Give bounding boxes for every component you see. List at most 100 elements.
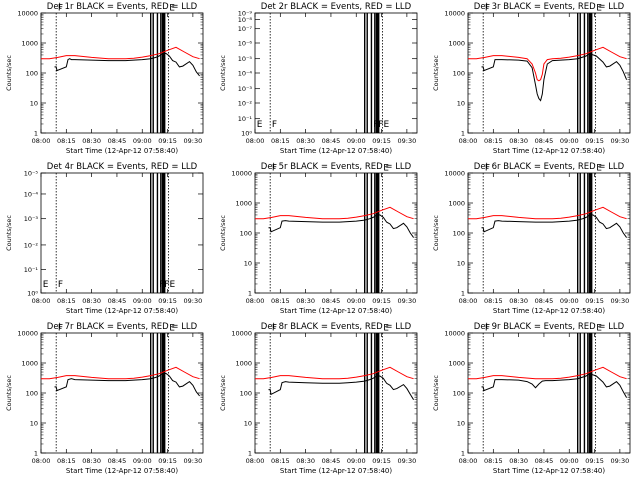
plot-frame-4 — [40, 172, 204, 294]
x-tick-label-8-2: 08:30 — [296, 457, 315, 465]
y-tick-label-1-4: 10000 — [17, 10, 38, 18]
x-tick-label-4-2: 08:30 — [82, 297, 101, 305]
x-tick-label-2-3: 08:45 — [322, 137, 341, 145]
x-axis-label-2: Start Time (12-Apr-12 07:58:40) — [280, 147, 392, 155]
x-tick-label-5-2: 08:30 — [296, 297, 315, 305]
state-marker-8-0: F — [272, 324, 277, 334]
x-tick-label-2-6: 09:30 — [398, 137, 417, 145]
x-tick-label-9-5: 09:15 — [585, 457, 604, 465]
y-tick-label-6-4: 10000 — [444, 170, 465, 178]
y-tick-label-4-5: 10⁻⁵ — [24, 170, 39, 178]
x-tick-label-7-0: 08:00 — [32, 457, 51, 465]
events-series-5 — [268, 214, 415, 238]
x-tick-label-7-3: 08:45 — [108, 457, 127, 465]
lld-series-7 — [41, 366, 200, 380]
y-tick-label-1-3: 1000 — [21, 40, 38, 48]
x-tick-label-6-4: 09:00 — [560, 297, 579, 305]
x-tick-label-9-0: 08:00 — [459, 457, 478, 465]
plot-frame-2 — [254, 12, 418, 134]
y-tick-label-2-4: 10⁻⁴ — [238, 70, 253, 78]
events-series-9 — [481, 373, 628, 398]
state-marker-9-1: E — [596, 324, 602, 334]
x-tick-label-4-0: 08:00 — [32, 297, 51, 305]
y-tick-label-2-5: 10⁻⁵ — [238, 55, 253, 63]
x-tick-label-4-4: 09:00 — [133, 297, 152, 305]
y-tick-label-2-9: 10⁻⁹ — [238, 10, 253, 18]
y-tick-label-5-4: 10000 — [231, 170, 252, 178]
x-tick-label-8-0: 08:00 — [246, 457, 265, 465]
x-tick-label-1-5: 09:15 — [158, 137, 177, 145]
y-tick-label-5-2: 100 — [240, 230, 252, 238]
state-marker-9-0: F — [485, 324, 490, 334]
x-tick-label-5-4: 09:00 — [347, 297, 366, 305]
y-tick-label-8-0: 1 — [248, 450, 252, 458]
x-tick-label-6-6: 09:30 — [611, 297, 630, 305]
state-marker-2-2: FFE — [373, 120, 389, 130]
y-tick-label-4-0: 10⁰ — [27, 290, 38, 298]
y-tick-label-3-1: 10 — [457, 100, 465, 108]
y-tick-label-3-3: 1000 — [448, 40, 465, 48]
x-tick-label-1-2: 08:30 — [82, 137, 101, 145]
x-tick-label-3-1: 08:15 — [484, 137, 503, 145]
x-tick-label-2-0: 08:00 — [246, 137, 265, 145]
panel-title-2: Det 2r BLACK = Events, RED = LLD — [261, 2, 412, 12]
y-tick-label-9-2: 100 — [453, 390, 465, 398]
x-tick-label-9-4: 09:00 — [560, 457, 579, 465]
x-tick-label-8-1: 08:15 — [271, 457, 290, 465]
plot-frame-9 — [467, 332, 631, 454]
x-tick-label-6-3: 08:45 — [535, 297, 554, 305]
panel-title-7: Det 7r BLACK = Events, RED = LLD — [47, 322, 198, 332]
y-tick-label-6-3: 1000 — [448, 200, 465, 208]
x-axis-label-3: Start Time (12-Apr-12 07:58:40) — [493, 147, 605, 155]
y-axis-label-7: Counts/sec — [5, 375, 13, 411]
y-tick-label-7-2: 100 — [26, 390, 38, 398]
x-tick-label-3-2: 08:30 — [509, 137, 528, 145]
x-tick-label-6-5: 09:15 — [585, 297, 604, 305]
y-tick-label-9-1: 10 — [457, 420, 465, 428]
x-tick-label-7-6: 09:30 — [184, 457, 203, 465]
y-axis-label-6: Counts/sec — [432, 215, 440, 251]
state-marker-5-1: E — [383, 164, 389, 174]
y-axis-label-2: Counts/sec — [219, 55, 227, 91]
lld-series-9 — [468, 366, 627, 380]
y-tick-label-7-1: 10 — [30, 420, 38, 428]
events-series-7 — [54, 372, 200, 397]
x-tick-label-7-2: 08:30 — [82, 457, 101, 465]
state-marker-1-0: F — [58, 4, 63, 14]
x-tick-label-2-4: 09:00 — [347, 137, 366, 145]
y-tick-label-9-3: 1000 — [448, 360, 465, 368]
y-tick-label-4-3: 10⁻³ — [24, 215, 39, 223]
state-marker-8-1: E — [383, 324, 389, 334]
state-marker-3-1: E — [596, 4, 602, 14]
x-tick-label-5-0: 08:00 — [246, 297, 265, 305]
x-tick-label-4-6: 09:30 — [184, 297, 203, 305]
events-series-3 — [481, 53, 628, 102]
state-marker-4-2: FFE — [159, 280, 175, 290]
y-tick-label-9-4: 10000 — [444, 330, 465, 338]
panel-title-6: Det 6r BLACK = Events, RED = LLD — [474, 162, 625, 172]
x-tick-label-5-1: 08:15 — [271, 297, 290, 305]
x-tick-label-3-4: 09:00 — [560, 137, 579, 145]
panel-title-3: Det 3r BLACK = Events, RED = LLD — [474, 2, 625, 12]
y-axis-label-9: Counts/sec — [432, 375, 440, 411]
events-series-8 — [268, 375, 415, 400]
x-axis-label-1: Start Time (12-Apr-12 07:58:40) — [66, 147, 178, 155]
y-axis-label-4: Counts/sec — [5, 215, 13, 251]
x-tick-label-3-3: 08:45 — [535, 137, 554, 145]
x-tick-label-3-6: 09:30 — [611, 137, 630, 145]
events-series-1 — [54, 52, 200, 77]
y-tick-label-7-3: 1000 — [21, 360, 38, 368]
y-tick-label-4-1: 10⁻¹ — [24, 266, 39, 274]
state-marker-4-1: F — [58, 280, 63, 290]
x-tick-label-8-4: 09:00 — [347, 457, 366, 465]
x-tick-label-2-2: 08:30 — [296, 137, 315, 145]
state-marker-6-1: E — [596, 164, 602, 174]
lld-series-8 — [255, 366, 414, 380]
y-tick-label-6-2: 100 — [453, 230, 465, 238]
x-axis-label-8: Start Time (12-Apr-12 07:58:40) — [280, 467, 392, 475]
y-axis-label-8: Counts/sec — [219, 375, 227, 411]
plot-frame-5 — [254, 172, 418, 294]
x-tick-label-7-4: 09:00 — [133, 457, 152, 465]
state-marker-2-0: E — [257, 120, 263, 130]
